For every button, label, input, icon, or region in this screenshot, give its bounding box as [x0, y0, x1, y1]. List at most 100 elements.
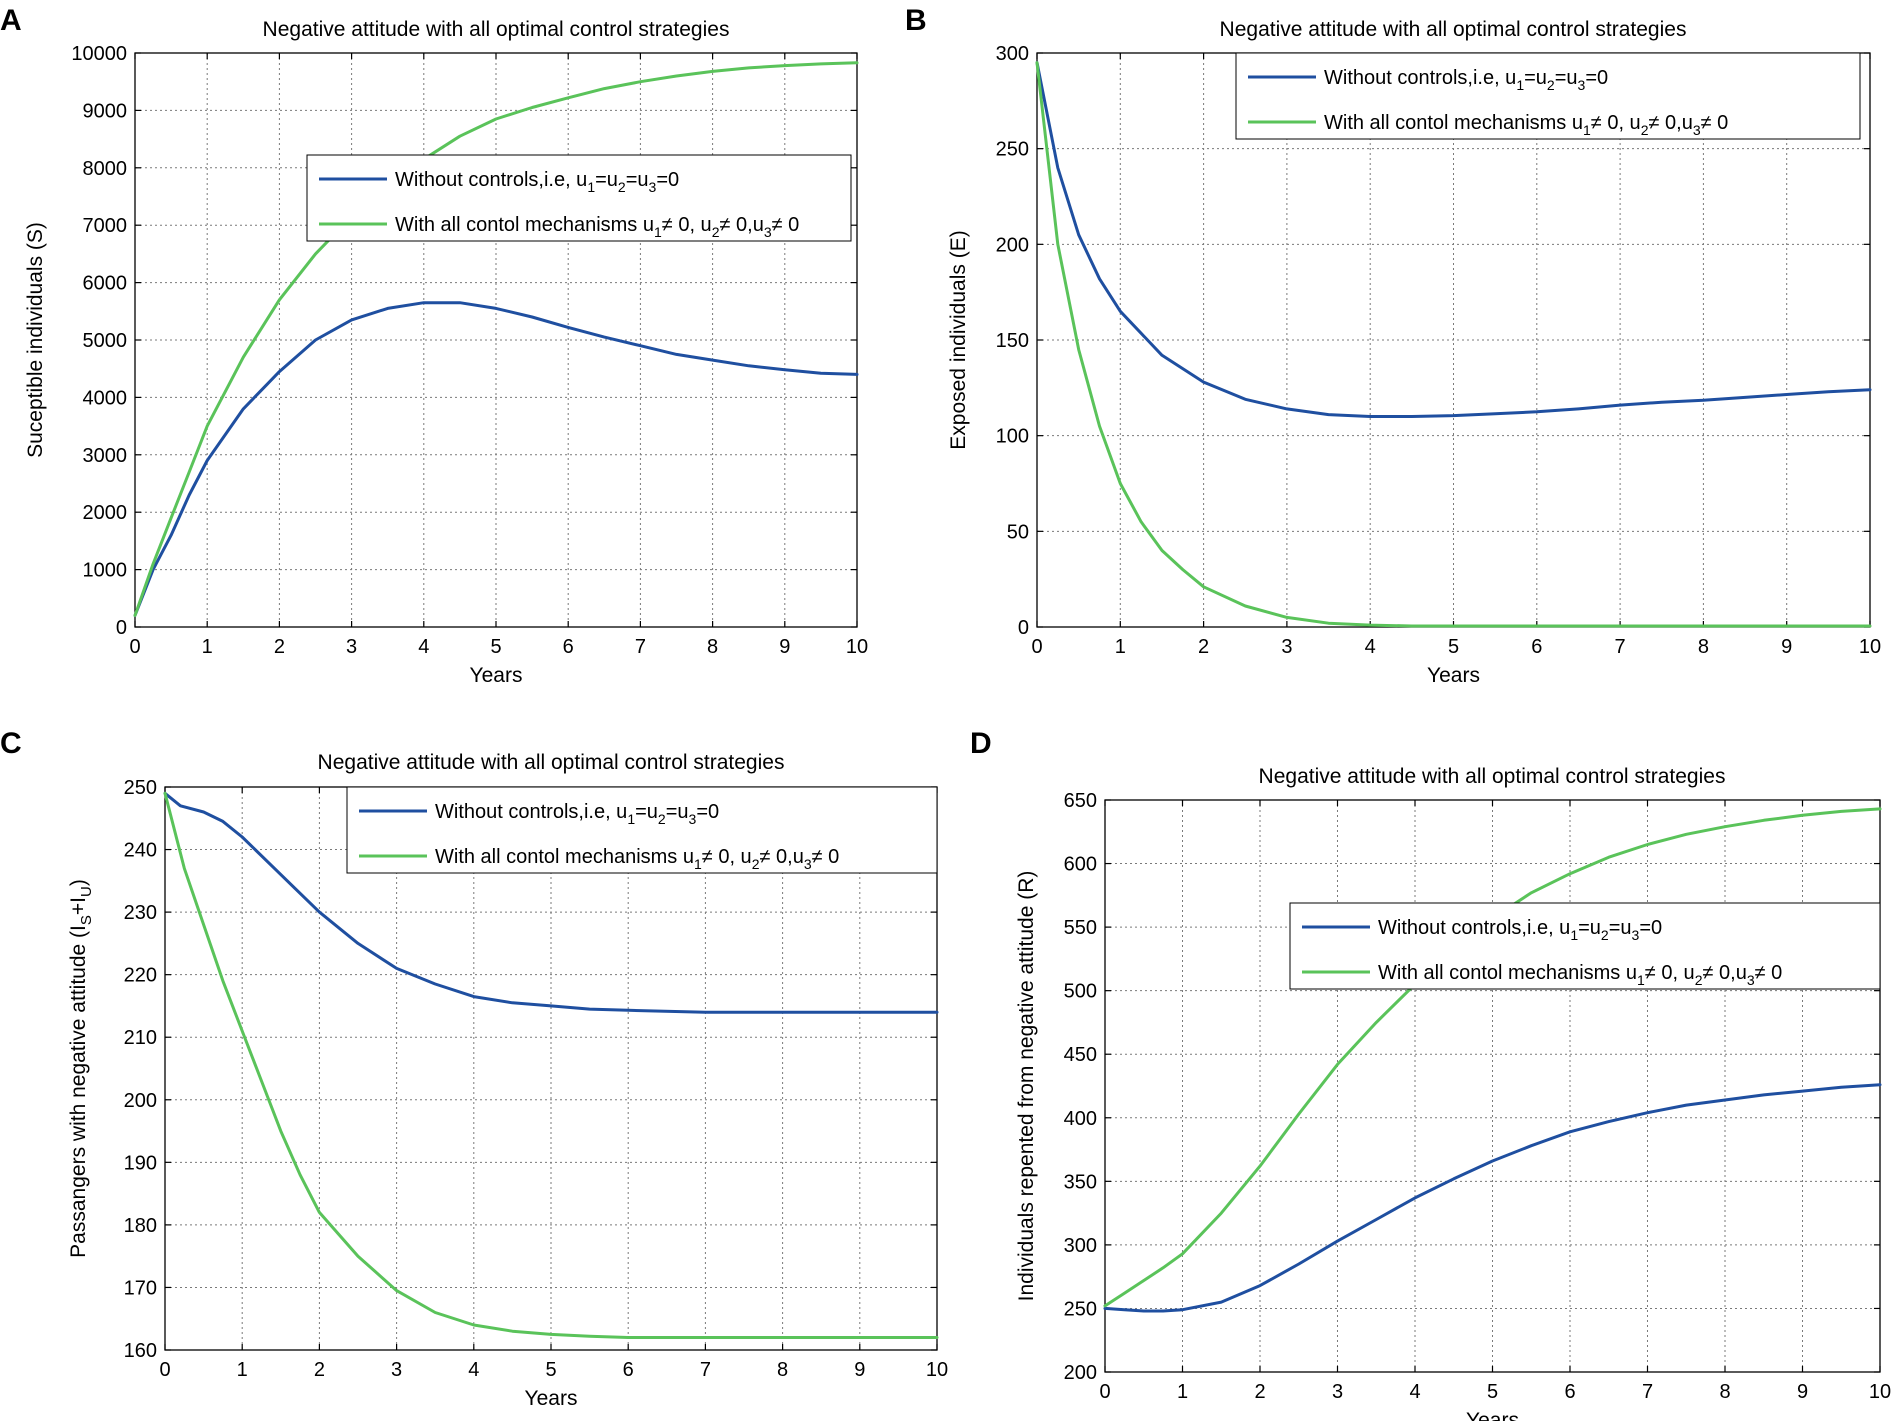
y-tick-label: 9000 [83, 100, 128, 122]
x-tick-label: 7 [700, 1359, 711, 1381]
x-tick-label: 2 [1198, 636, 1209, 658]
y-tick-label: 180 [124, 1215, 157, 1237]
x-tick-label: 6 [1531, 636, 1542, 658]
x-tick-label: 5 [545, 1359, 556, 1381]
x-tick-label: 8 [1698, 636, 1709, 658]
y-tick-label: 550 [1064, 917, 1097, 939]
x-tick-label: 2 [314, 1359, 325, 1381]
legend-subscript: 1 [694, 856, 702, 872]
y-axis-label: Individuals repented from negative attit… [1015, 871, 1038, 1302]
panel-letter: A [0, 4, 22, 37]
legend-subscript: 2 [752, 856, 760, 872]
legend-subscript: 1 [1637, 972, 1645, 988]
legend-box [346, 786, 938, 874]
y-axis-label: Exposed individuals (E) [947, 230, 970, 449]
legend-entry-part: =0 [656, 169, 679, 191]
panel-letter: B [905, 4, 927, 37]
x-tick-label: 3 [1332, 1381, 1343, 1403]
x-tick-label: 7 [1615, 636, 1626, 658]
legend-entry: Without controls,i.e, u1=u2=u3=0 [435, 801, 719, 827]
x-tick-label: 10 [926, 1359, 948, 1381]
legend-subscript: 2 [1547, 77, 1555, 93]
legend-entry-part: ≠ 0, u [1591, 112, 1641, 134]
legend-subscript: 1 [587, 179, 595, 195]
legend-entry-part: ≠ 0 [772, 214, 800, 236]
y-tick-label: 10000 [71, 43, 127, 65]
legend-entry-part: =0 [696, 801, 719, 823]
legend-subscript: 3 [804, 856, 812, 872]
legend-entry: Without controls,i.e, u1=u2=u3=0 [395, 169, 679, 195]
chart-title: Negative attitude with all optimal contr… [1220, 18, 1687, 41]
legend-entry-text: With all contol mechanisms u [395, 214, 654, 236]
legend-subscript: 3 [689, 811, 697, 827]
x-tick-label: 10 [846, 636, 868, 658]
y-axis-label-text: Suceptible individuals (S) [24, 222, 47, 458]
y-axis-label-part: ) [67, 879, 90, 886]
x-tick-label: 10 [1869, 1381, 1891, 1403]
x-tick-label: 6 [563, 636, 574, 658]
legend: Without controls,i.e, u1=u2=u3=0 With all… [306, 154, 852, 242]
x-tick-label: 3 [346, 636, 357, 658]
legend-entry-part: ≠ 0 [1755, 962, 1783, 984]
y-axis-label-text: Exposed individuals (E) [947, 230, 970, 449]
series-line-without-controls [1035, 61, 1872, 418]
x-tick-label: 1 [1177, 1381, 1188, 1403]
x-axis-label: Years [1466, 1409, 1519, 1421]
legend-entry: With all contol mechanisms u1≠ 0, u2≠ 0,… [1378, 962, 1782, 988]
legend-entry-text: With all contol mechanisms u [435, 846, 694, 868]
x-tick-label: 3 [1281, 636, 1292, 658]
legend-subscript: 1 [654, 224, 662, 240]
legend-entry-part: ≠ 0, u [662, 214, 712, 236]
series-line-without-controls [133, 301, 859, 617]
y-axis-label-part: U [78, 886, 95, 897]
x-tick-label: 9 [1781, 636, 1792, 658]
x-tick-label: 0 [129, 636, 140, 658]
y-axis-label-text: Individuals repented from negative attit… [1015, 871, 1038, 1302]
y-tick-label: 600 [1064, 854, 1097, 876]
legend-entry: With all contol mechanisms u1≠ 0, u2≠ 0,… [395, 214, 799, 240]
legend-entry-part: ≠ 0, u [1645, 962, 1695, 984]
y-tick-label: 350 [1064, 1171, 1097, 1193]
y-tick-label: 200 [124, 1090, 157, 1112]
x-tick-label: 5 [1448, 636, 1459, 658]
legend-subscript: 3 [1693, 122, 1701, 138]
x-tick-label: 5 [490, 636, 501, 658]
y-tick-label: 3000 [83, 445, 128, 467]
series-line-with-controls [163, 791, 939, 1339]
y-tick-label: 220 [124, 965, 157, 987]
x-tick-label: 1 [202, 636, 213, 658]
legend-entry-text: With all contol mechanisms u [1378, 962, 1637, 984]
y-tick-label: 5000 [83, 330, 128, 352]
legend-subscript: 1 [627, 811, 635, 827]
y-tick-label: 300 [1064, 1235, 1097, 1257]
y-tick-label: 250 [124, 777, 157, 799]
x-tick-label: 10 [1859, 636, 1881, 658]
chart-title: Negative attitude with all optimal contr… [263, 18, 730, 41]
legend-entry-text: Without controls,i.e, u [435, 801, 627, 823]
legend-entry-part: =u [1578, 917, 1601, 939]
legend-subscript: 3 [1578, 77, 1586, 93]
y-tick-label: 2000 [83, 502, 128, 524]
y-tick-label: 400 [1064, 1108, 1097, 1130]
series-line-with-controls [1035, 61, 1872, 628]
x-tick-label: 1 [237, 1359, 248, 1381]
legend-entry-part: =u [1555, 67, 1578, 89]
legend-subscript: 3 [1747, 972, 1755, 988]
x-tick-label: 8 [777, 1359, 788, 1381]
y-tick-label: 650 [1064, 790, 1097, 812]
series-line-with-controls [133, 61, 859, 617]
legend-entry-part: ≠ 0, u [702, 846, 752, 868]
legend-entry-part: =u [1609, 917, 1632, 939]
y-tick-label: 8000 [83, 158, 128, 180]
x-tick-label: 8 [1719, 1381, 1730, 1403]
x-tick-label: 0 [1099, 1381, 1110, 1403]
legend-entry-part: =0 [1639, 917, 1662, 939]
legend-entry-part: =u [595, 169, 618, 191]
y-tick-label: 200 [1064, 1362, 1097, 1384]
x-tick-label: 7 [1642, 1381, 1653, 1403]
x-tick-label: 9 [779, 636, 790, 658]
y-tick-label: 450 [1064, 1044, 1097, 1066]
y-tick-label: 150 [996, 330, 1029, 352]
chart-panel-c: C Negative attitude with all optimal cont… [0, 727, 948, 1410]
y-tick-label: 200 [996, 234, 1029, 256]
